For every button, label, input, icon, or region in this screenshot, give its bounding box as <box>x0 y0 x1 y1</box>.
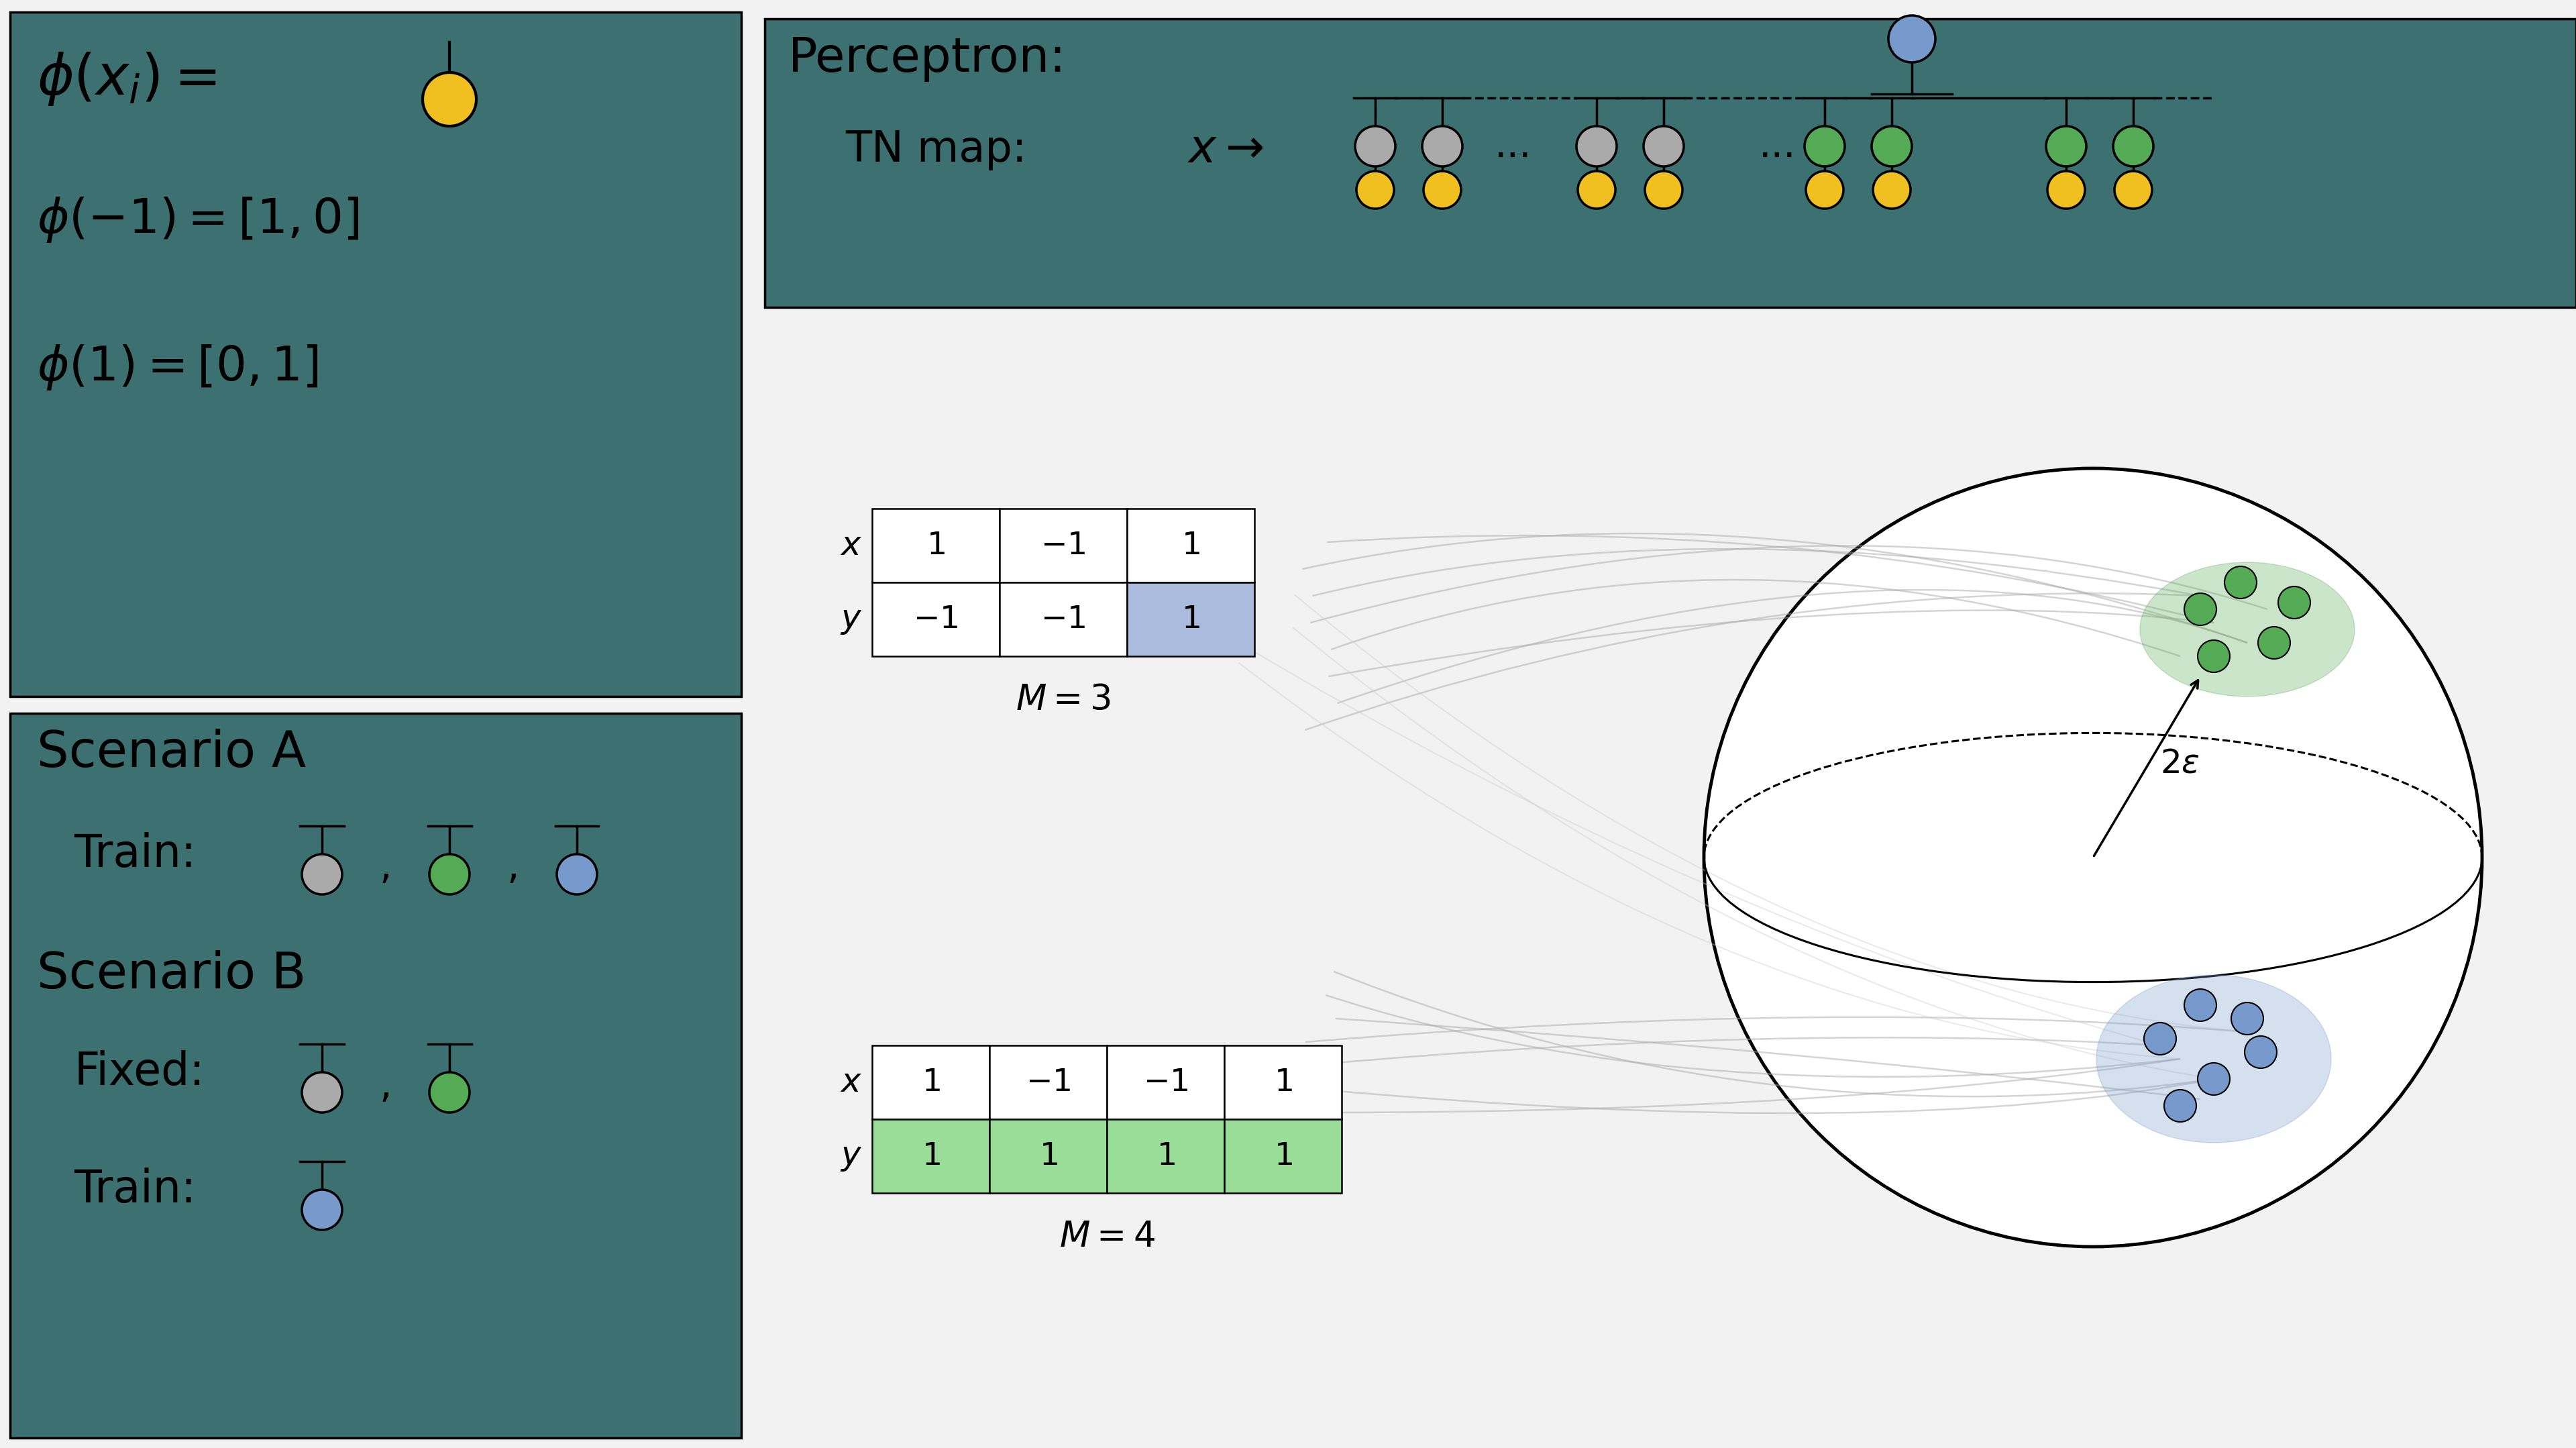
Text: Fixed:: Fixed: <box>75 1050 204 1095</box>
Text: $M = 3$: $M = 3$ <box>1015 683 1110 717</box>
Circle shape <box>1806 126 1844 167</box>
Text: Train:: Train: <box>75 833 196 876</box>
Circle shape <box>301 1073 343 1112</box>
Text: $2\varepsilon$: $2\varepsilon$ <box>2161 747 2200 780</box>
Text: $1$: $1$ <box>927 530 945 560</box>
FancyBboxPatch shape <box>1108 1045 1224 1119</box>
Text: $\phi(-1) = [1, 0]$: $\phi(-1) = [1, 0]$ <box>36 195 358 245</box>
FancyBboxPatch shape <box>10 12 742 696</box>
FancyBboxPatch shape <box>765 19 2576 307</box>
Circle shape <box>1577 171 1615 209</box>
FancyBboxPatch shape <box>1224 1119 1342 1193</box>
Text: $\phi(1) = [0, 1]$: $\phi(1) = [0, 1]$ <box>36 343 319 392</box>
Text: $1$: $1$ <box>1273 1141 1293 1171</box>
FancyBboxPatch shape <box>873 1045 989 1119</box>
Ellipse shape <box>2141 562 2354 696</box>
Text: $y$: $y$ <box>840 1140 863 1173</box>
Circle shape <box>1358 171 1394 209</box>
Circle shape <box>2184 594 2215 626</box>
Circle shape <box>430 854 469 895</box>
Circle shape <box>2197 640 2231 672</box>
Text: $\phi(x_i) =$: $\phi(x_i) =$ <box>36 51 216 107</box>
Text: TN map:: TN map: <box>845 129 1028 171</box>
FancyBboxPatch shape <box>873 508 999 582</box>
Circle shape <box>2184 989 2215 1021</box>
Circle shape <box>301 1190 343 1229</box>
Text: $1$: $1$ <box>1273 1067 1293 1098</box>
Ellipse shape <box>2097 975 2331 1142</box>
Text: $-1$: $-1$ <box>1025 1067 1072 1098</box>
FancyBboxPatch shape <box>999 582 1128 656</box>
FancyBboxPatch shape <box>1128 582 1255 656</box>
Text: $1$: $1$ <box>922 1067 940 1098</box>
Text: $x \to$: $x \to$ <box>1188 127 1262 172</box>
Text: ,: , <box>507 849 520 886</box>
Text: $-1$: $-1$ <box>914 604 958 634</box>
Circle shape <box>2045 126 2087 167</box>
FancyBboxPatch shape <box>1108 1119 1224 1193</box>
Circle shape <box>1422 126 1463 167</box>
Text: $x$: $x$ <box>840 1066 863 1099</box>
Circle shape <box>2277 586 2311 618</box>
Circle shape <box>2164 1090 2197 1122</box>
FancyBboxPatch shape <box>989 1045 1108 1119</box>
Circle shape <box>1888 16 1935 62</box>
Circle shape <box>2231 1002 2264 1035</box>
FancyBboxPatch shape <box>989 1119 1108 1193</box>
Circle shape <box>2115 171 2151 209</box>
FancyBboxPatch shape <box>873 1119 989 1193</box>
Text: Train:: Train: <box>75 1167 196 1212</box>
Circle shape <box>430 1073 469 1112</box>
Text: ,: , <box>379 1067 392 1105</box>
Circle shape <box>2048 171 2084 209</box>
FancyBboxPatch shape <box>873 582 999 656</box>
Text: $1$: $1$ <box>1182 604 1200 634</box>
Circle shape <box>2143 1022 2177 1054</box>
Circle shape <box>1873 171 1911 209</box>
Circle shape <box>2244 1035 2277 1069</box>
Text: $1$: $1$ <box>1038 1141 1059 1171</box>
Text: $x$: $x$ <box>840 529 863 562</box>
Text: Perceptron:: Perceptron: <box>788 36 1066 83</box>
Circle shape <box>2226 566 2257 598</box>
Circle shape <box>1643 126 1685 167</box>
FancyBboxPatch shape <box>765 324 2576 1438</box>
Text: Scenario B: Scenario B <box>36 950 307 999</box>
Text: $-1$: $-1$ <box>1041 604 1087 634</box>
FancyBboxPatch shape <box>1224 1045 1342 1119</box>
Circle shape <box>1355 126 1396 167</box>
Text: $M = 4$: $M = 4$ <box>1059 1219 1154 1254</box>
Circle shape <box>422 72 477 126</box>
Text: ,: , <box>379 849 392 886</box>
FancyBboxPatch shape <box>1128 508 1255 582</box>
Text: ...: ... <box>1759 127 1795 165</box>
Text: $y$: $y$ <box>840 602 863 636</box>
FancyBboxPatch shape <box>10 714 742 1438</box>
Circle shape <box>2197 1063 2231 1095</box>
Circle shape <box>1873 126 1911 167</box>
FancyBboxPatch shape <box>999 508 1128 582</box>
Text: Scenario A: Scenario A <box>36 728 307 778</box>
Text: $1$: $1$ <box>922 1141 940 1171</box>
Circle shape <box>2112 126 2154 167</box>
Circle shape <box>1425 171 1461 209</box>
Circle shape <box>556 854 598 895</box>
Circle shape <box>301 854 343 895</box>
Circle shape <box>1577 126 1618 167</box>
Text: $-1$: $-1$ <box>1144 1067 1188 1098</box>
Text: $1$: $1$ <box>1157 1141 1175 1171</box>
Circle shape <box>1806 171 1844 209</box>
Circle shape <box>2259 627 2290 659</box>
Circle shape <box>1646 171 1682 209</box>
Text: $1$: $1$ <box>1182 530 1200 560</box>
Text: ...: ... <box>1494 127 1530 165</box>
Text: $-1$: $-1$ <box>1041 530 1087 560</box>
Circle shape <box>1703 468 2483 1247</box>
